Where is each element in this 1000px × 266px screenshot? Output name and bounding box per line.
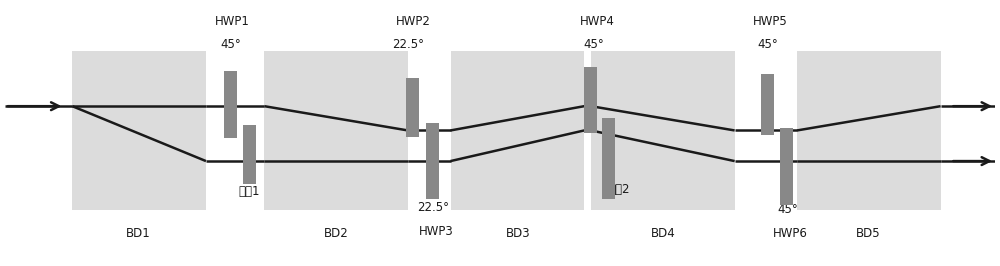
Text: HWP5: HWP5 bbox=[753, 15, 788, 28]
FancyBboxPatch shape bbox=[584, 66, 597, 133]
FancyBboxPatch shape bbox=[602, 118, 615, 200]
FancyBboxPatch shape bbox=[797, 51, 941, 210]
FancyBboxPatch shape bbox=[426, 123, 439, 200]
Text: HWP1: HWP1 bbox=[215, 15, 250, 28]
Text: BD4: BD4 bbox=[651, 227, 676, 240]
FancyBboxPatch shape bbox=[761, 74, 774, 135]
FancyBboxPatch shape bbox=[406, 78, 419, 137]
FancyBboxPatch shape bbox=[450, 51, 584, 210]
Text: 玻璃1: 玻璃1 bbox=[239, 185, 260, 198]
Text: 22.5°: 22.5° bbox=[392, 38, 424, 51]
FancyBboxPatch shape bbox=[591, 51, 735, 210]
FancyBboxPatch shape bbox=[243, 125, 256, 184]
FancyBboxPatch shape bbox=[264, 51, 408, 210]
Text: HWP6: HWP6 bbox=[773, 227, 808, 240]
FancyBboxPatch shape bbox=[780, 128, 793, 205]
FancyBboxPatch shape bbox=[224, 71, 237, 138]
Text: 玻璃2: 玻璃2 bbox=[608, 183, 630, 196]
Text: BD2: BD2 bbox=[324, 227, 349, 240]
Text: BD5: BD5 bbox=[856, 227, 881, 240]
Text: HWP4: HWP4 bbox=[580, 15, 614, 28]
Text: 45°: 45° bbox=[220, 38, 241, 51]
Text: HWP3: HWP3 bbox=[419, 225, 454, 238]
FancyBboxPatch shape bbox=[72, 51, 206, 210]
Text: 45°: 45° bbox=[584, 38, 604, 51]
Text: 45°: 45° bbox=[778, 203, 798, 216]
Text: 45°: 45° bbox=[757, 38, 778, 51]
Text: 22.5°: 22.5° bbox=[417, 201, 449, 214]
Text: BD1: BD1 bbox=[126, 227, 151, 240]
Text: HWP2: HWP2 bbox=[395, 15, 430, 28]
Text: BD3: BD3 bbox=[506, 227, 530, 240]
